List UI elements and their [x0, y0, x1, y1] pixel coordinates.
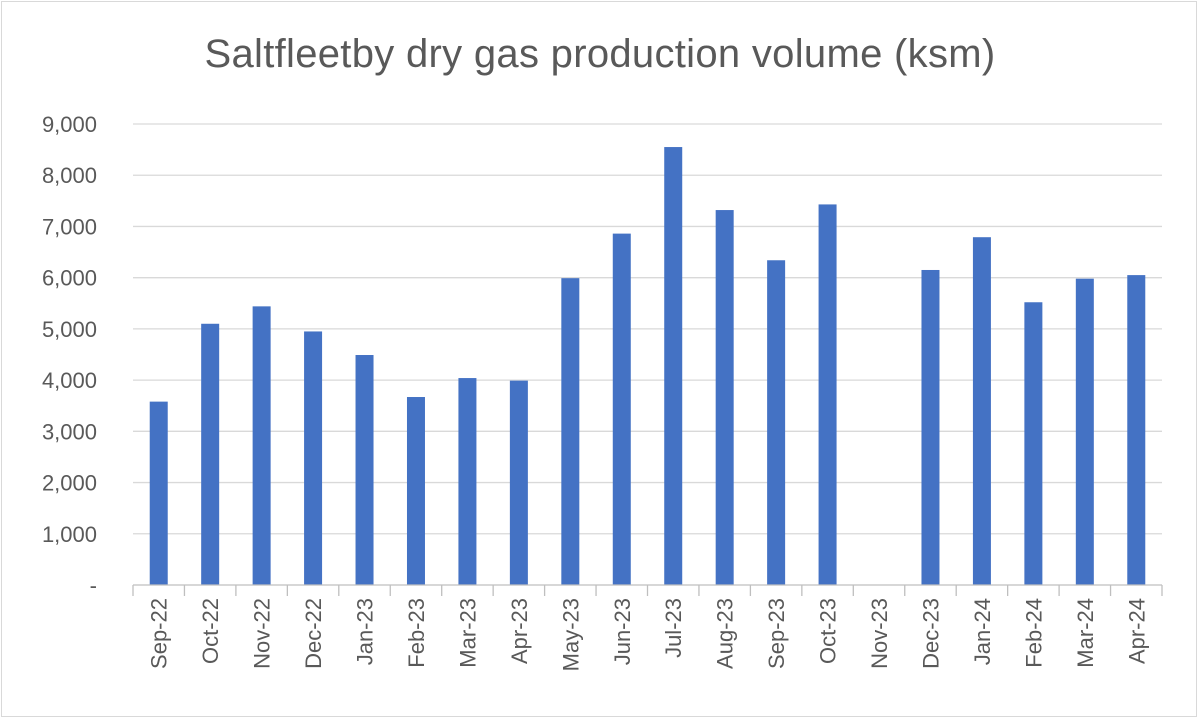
bar [252, 306, 271, 585]
x-tick-label: Jul-23 [661, 598, 686, 658]
x-tick-label: Jun-23 [610, 598, 635, 665]
bar [921, 269, 940, 585]
x-tick-label: Feb-24 [1021, 598, 1046, 668]
bar [149, 401, 168, 585]
x-tick-label: Sep-23 [764, 598, 789, 669]
y-tick-label: 5,000 [42, 317, 97, 342]
bars [149, 147, 1146, 586]
x-tick-label: May-23 [558, 598, 583, 671]
y-tick-label: 6,000 [42, 266, 97, 291]
x-tick-label: Mar-24 [1073, 598, 1098, 668]
bar [406, 397, 425, 585]
x-tick-label: Dec-22 [301, 598, 326, 669]
bar [1075, 278, 1094, 585]
x-tick-label: Nov-22 [250, 598, 275, 669]
y-tick-label: 7,000 [42, 214, 97, 239]
bar [715, 210, 734, 585]
bar [612, 233, 631, 586]
y-tick-label: - [90, 573, 97, 598]
bar [664, 147, 683, 586]
x-tick-label: Dec-23 [918, 598, 943, 669]
x-tick-label: Feb-23 [404, 598, 429, 668]
y-tick-label: 9,000 [42, 112, 97, 137]
bar [304, 331, 323, 585]
y-tick-label: 1,000 [42, 522, 97, 547]
x-tick-label: Aug-23 [713, 598, 738, 669]
x-tick-label: Nov-23 [867, 598, 892, 669]
bar [201, 323, 220, 585]
x-tick-label: Jan-24 [970, 598, 995, 665]
bar [509, 380, 528, 585]
x-tick-label: Oct-23 [816, 598, 841, 664]
y-tick-label: 4,000 [42, 368, 97, 393]
x-tick-label: Oct-22 [198, 598, 223, 664]
x-tick-label: Mar-23 [455, 598, 480, 668]
bar [972, 237, 991, 585]
x-tick-label: Apr-23 [507, 598, 532, 664]
x-axis-tick-labels: Sep-22 Oct-22 Nov-22 Dec-22 Jan-23 Feb-23 Mar-… [147, 598, 1150, 671]
bar [818, 204, 837, 585]
bar [355, 355, 374, 585]
x-axis [132, 584, 1163, 596]
bar [767, 260, 786, 585]
y-tick-label: 2,000 [42, 471, 97, 496]
bar [1127, 275, 1146, 585]
bar [458, 378, 477, 585]
x-tick-label: Jan-23 [353, 598, 378, 665]
bar [1024, 302, 1043, 585]
y-tick-label: 3,000 [42, 419, 97, 444]
chart-title: Saltfleetby dry gas production volume (k… [204, 32, 996, 76]
gridlines [133, 123, 1162, 535]
x-tick-label: Sep-22 [147, 598, 172, 669]
y-tick-label: 8,000 [42, 163, 97, 188]
x-tick-label: Apr-24 [1124, 598, 1149, 664]
bar [561, 278, 580, 585]
y-axis-tick-labels: - 1,000 2,000 3,000 4,000 5,000 6,000 7,000 8,00… [42, 112, 97, 598]
